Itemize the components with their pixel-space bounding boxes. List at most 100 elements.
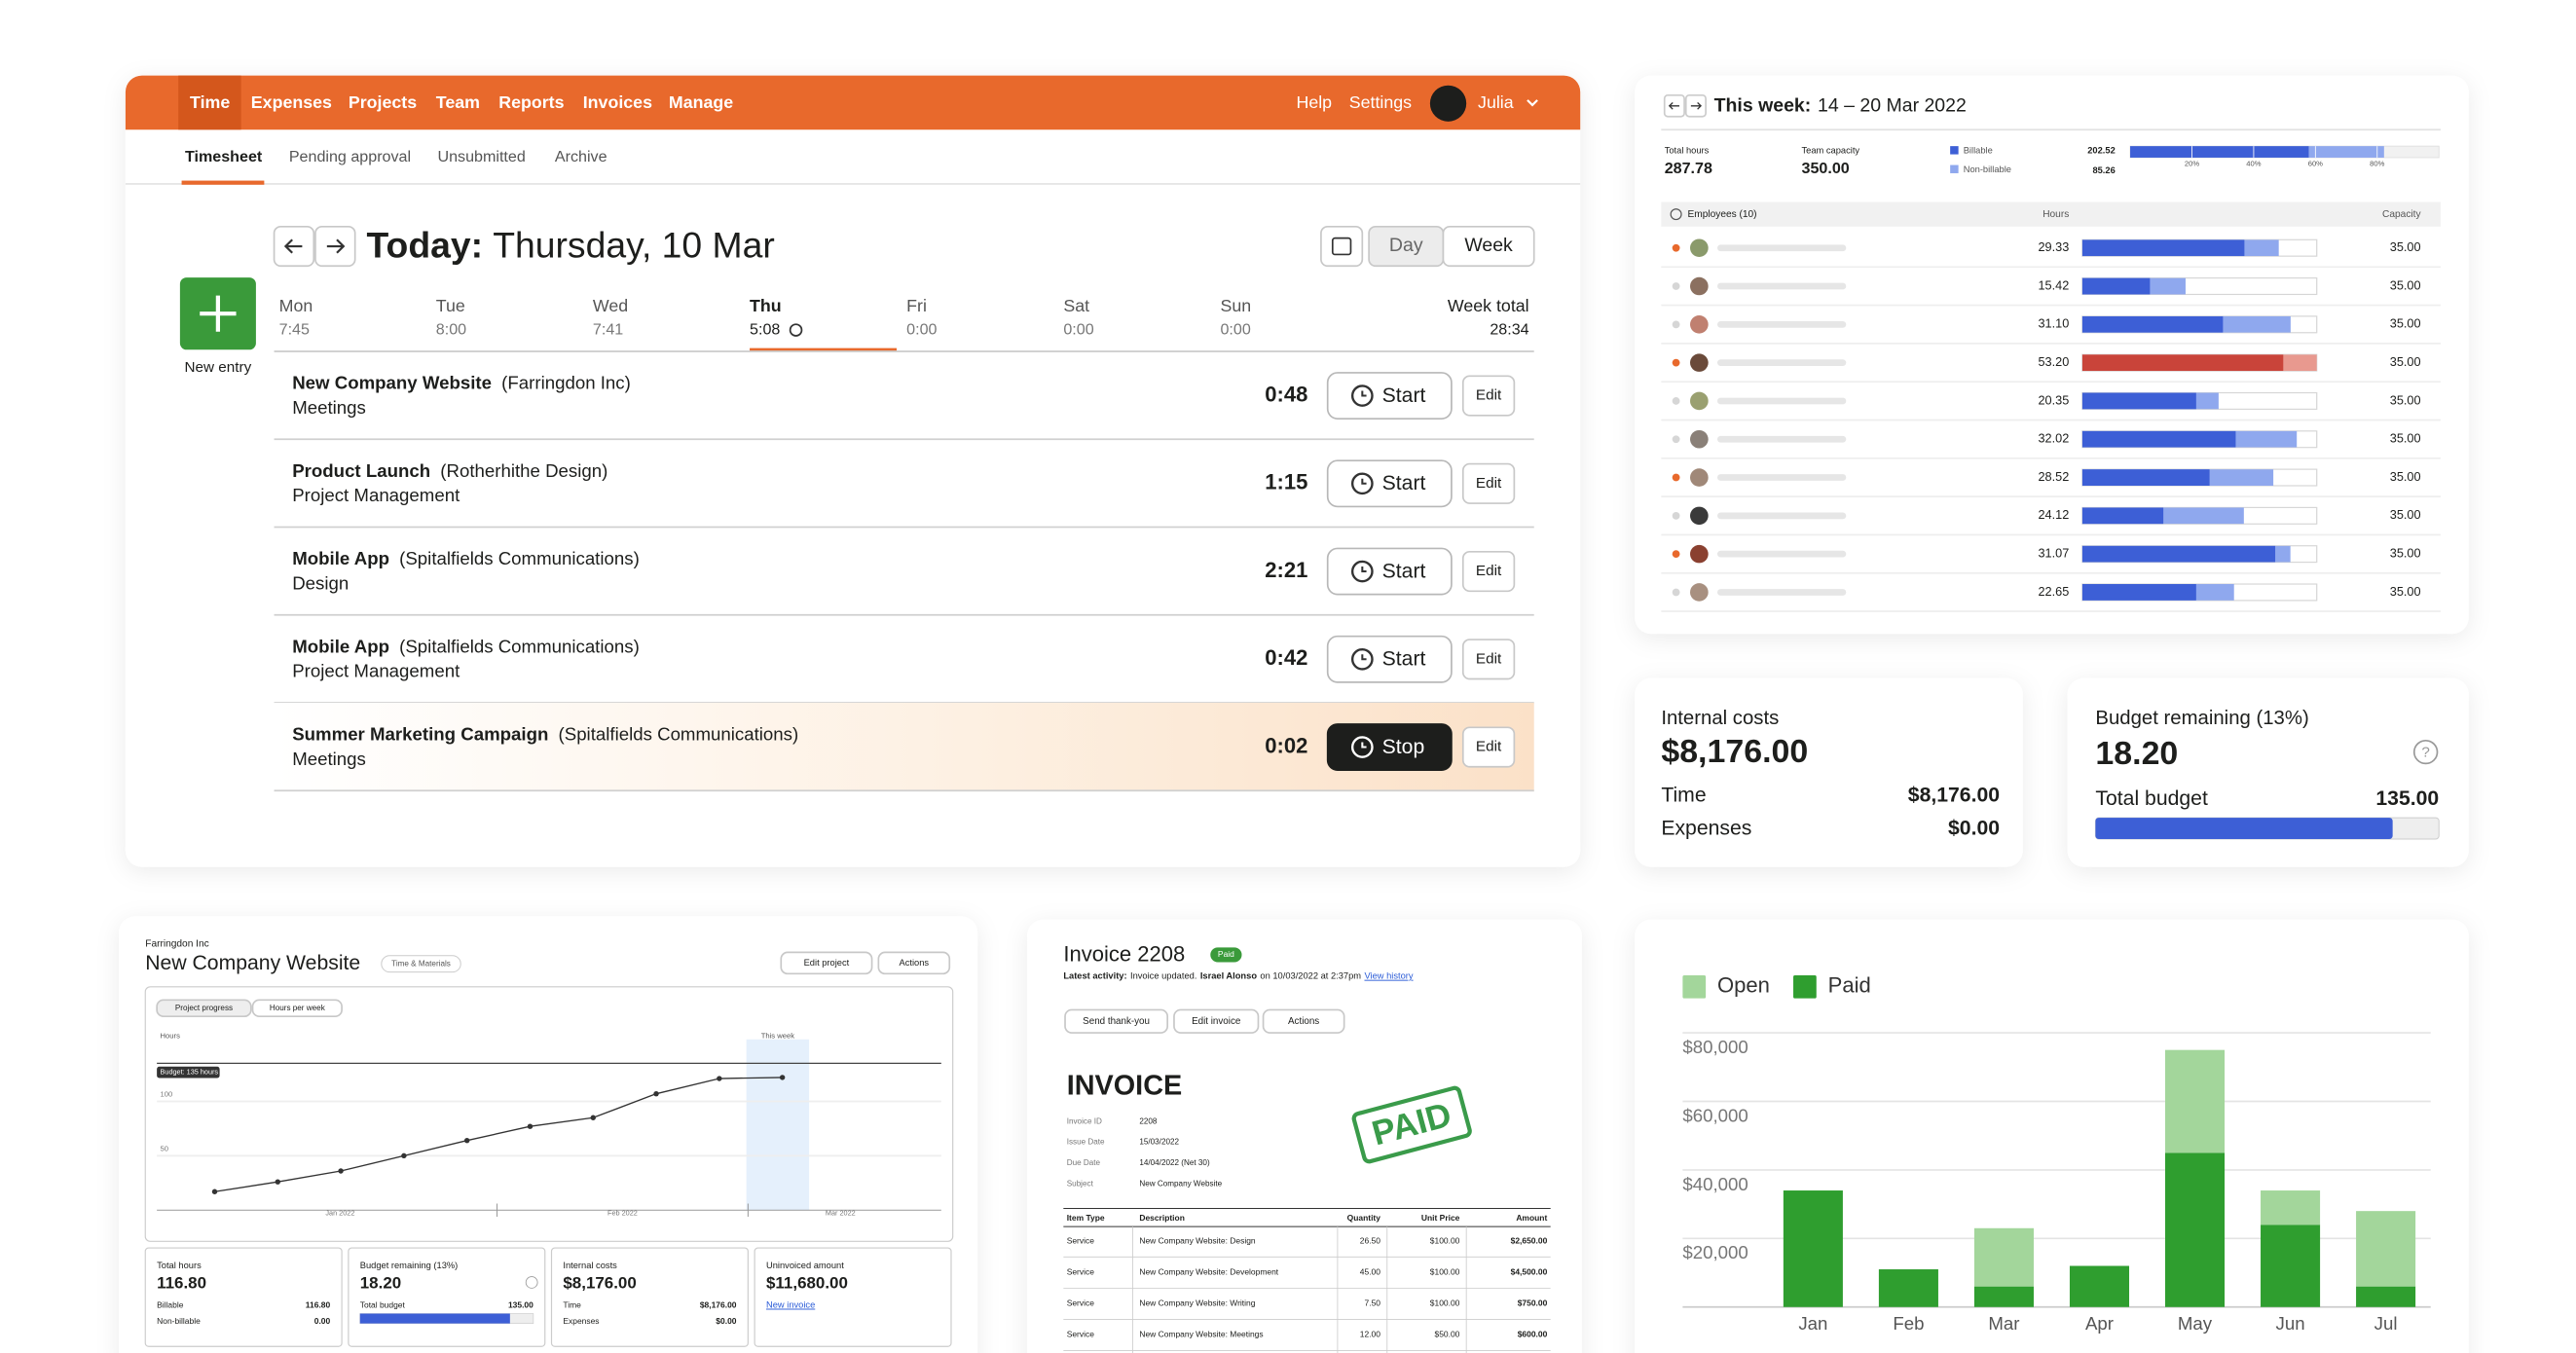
view-toggle[interactable]: Day: [1368, 225, 1445, 268]
edit-button[interactable]: Edit: [1461, 462, 1516, 504]
invoice-button[interactable]: Actions: [1262, 1008, 1345, 1034]
invoice-button[interactable]: Edit invoice: [1173, 1008, 1260, 1034]
tab[interactable]: Timesheet: [185, 148, 263, 165]
name-placeholder: [1717, 359, 1847, 367]
range: 14 – 20 Mar 2022: [1818, 95, 1967, 117]
hours: 29.33: [2038, 240, 2069, 254]
costs-card: [1635, 677, 2023, 867]
chart-tab[interactable]: Project progress: [156, 999, 252, 1018]
edit-button[interactable]: Edit: [1461, 639, 1516, 680]
avatar: [1429, 85, 1467, 122]
actions-button[interactable]: Actions: [877, 951, 951, 975]
history-link[interactable]: View history: [1364, 971, 1413, 981]
legend-label: Billable: [1964, 146, 1993, 156]
nav-item[interactable]: Team: [436, 92, 480, 112]
cell: $600.00: [1518, 1330, 1548, 1339]
stat-label: Total hours: [1665, 146, 1710, 156]
view-toggle[interactable]: Week: [1442, 225, 1535, 268]
day-name[interactable]: Thu: [750, 296, 782, 315]
legend-swatch: [1682, 975, 1707, 999]
bar: [1783, 1190, 1843, 1307]
user-menu[interactable]: Julia: [1478, 92, 1514, 112]
cell: Service: [1067, 1267, 1095, 1277]
day-name[interactable]: Wed: [593, 296, 628, 315]
row-label: Billable: [157, 1299, 184, 1309]
day-name[interactable]: Sun: [1220, 296, 1251, 315]
capacity: 35.00: [2390, 317, 2421, 331]
status-dot: [1672, 473, 1680, 482]
edit-button[interactable]: Edit: [1461, 375, 1516, 417]
button-label: Start: [1382, 384, 1426, 407]
cell: 7.50: [1365, 1298, 1381, 1308]
edit-project-button[interactable]: Edit project: [780, 951, 873, 975]
legend-swatch: [1793, 975, 1817, 999]
timer-button[interactable]: Start: [1326, 372, 1453, 421]
x-tick-label: Jan: [1798, 1313, 1827, 1334]
edit-button[interactable]: Edit: [1461, 550, 1516, 593]
edit-button[interactable]: Edit: [1461, 726, 1516, 768]
chart-frame: [144, 986, 954, 1242]
help-icon: ?: [2421, 744, 2429, 760]
column-header[interactable]: Employees (10): [1687, 209, 1756, 220]
data-point: [653, 1090, 659, 1097]
hours: 20.35: [2038, 393, 2069, 407]
cell: $4,500.00: [1511, 1267, 1548, 1277]
hours: 53.20: [2038, 355, 2069, 369]
day-name[interactable]: Tue: [436, 296, 465, 315]
timer-button[interactable]: Stop: [1326, 723, 1453, 771]
timer-button[interactable]: Start: [1326, 635, 1453, 683]
button-label: Edit: [1476, 387, 1502, 404]
task-name: Project Management: [292, 661, 460, 681]
client: Farringdon Inc: [145, 939, 208, 950]
billable-bar: [2081, 507, 2164, 525]
clock-icon: [1670, 208, 1682, 221]
cell: New Company Website: Development: [1139, 1267, 1278, 1277]
nav-link[interactable]: Help: [1296, 92, 1332, 112]
clock-hand: [1361, 742, 1367, 749]
day-name[interactable]: Mon: [279, 296, 313, 315]
nav-item[interactable]: Invoices: [583, 92, 652, 112]
name-placeholder: [1717, 320, 1847, 328]
invoice-button[interactable]: Send thank-you: [1064, 1008, 1169, 1034]
budget-bar: [359, 1313, 510, 1324]
meta-label: Issue Date: [1067, 1138, 1105, 1147]
task-name: Design: [292, 572, 349, 593]
entry-title: Product Launch (Rotherhithe Design): [292, 460, 607, 481]
timer-button[interactable]: Start: [1326, 547, 1453, 596]
nav-link[interactable]: Settings: [1349, 92, 1412, 112]
status-dot: [1672, 435, 1680, 444]
data-point: [338, 1168, 344, 1174]
scale-label: 60%: [2308, 160, 2324, 168]
tab[interactable]: Pending approval: [289, 148, 411, 165]
nav-item[interactable]: Time: [190, 92, 230, 112]
button-label: Day: [1389, 235, 1423, 256]
day-name[interactable]: Sat: [1063, 296, 1089, 315]
hours: 28.52: [2038, 470, 2069, 484]
tab[interactable]: Archive: [555, 148, 607, 165]
data-point: [401, 1152, 407, 1159]
bar: [1973, 1286, 2034, 1307]
nav-item[interactable]: Expenses: [251, 92, 332, 112]
chart-tab[interactable]: Hours per week: [251, 999, 343, 1018]
tab[interactable]: Unsubmitted: [437, 148, 525, 165]
budget-tag: [157, 1066, 220, 1079]
nav-item[interactable]: Projects: [349, 92, 417, 112]
calendar-button[interactable]: [1320, 225, 1364, 268]
timer-button[interactable]: Start: [1326, 459, 1453, 508]
billable-hours: 202.52: [2087, 146, 2116, 156]
nav-item[interactable]: Reports: [498, 92, 564, 112]
avatar: [1690, 429, 1709, 449]
project-name: Summer Marketing Campaign: [292, 724, 548, 745]
client-name: (Spitalfields Communications): [399, 548, 640, 568]
nav-item[interactable]: Manage: [669, 92, 733, 112]
link[interactable]: New invoice: [766, 1300, 815, 1310]
button-frame: [1461, 550, 1516, 593]
day-name[interactable]: Fri: [906, 296, 927, 315]
clock-hand: [1361, 390, 1367, 397]
data-point: [779, 1075, 786, 1080]
cell: Service: [1067, 1298, 1095, 1308]
arrow-icon: [283, 238, 303, 254]
new-entry[interactable]: New entry: [179, 277, 256, 376]
total-label: Total budget: [2095, 787, 2208, 810]
button-label: Edit: [1476, 650, 1502, 667]
